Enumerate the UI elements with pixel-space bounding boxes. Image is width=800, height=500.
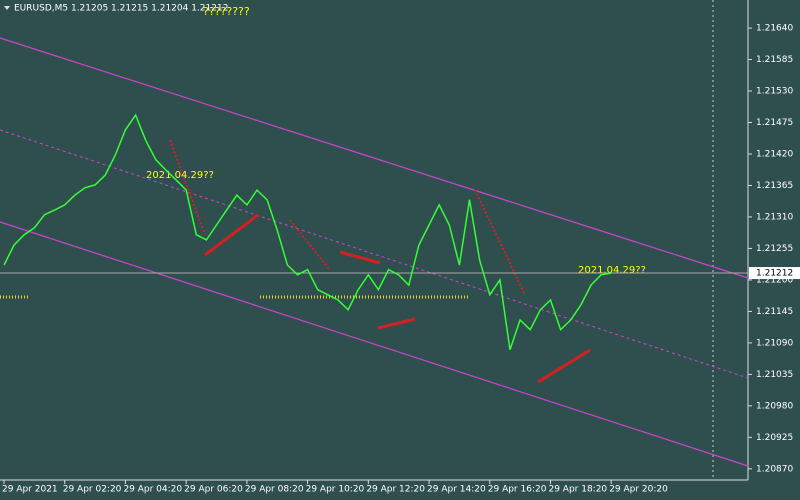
y-tick-label: 1.21530 bbox=[756, 87, 793, 97]
x-tick-label: 29 Apr 20:20 bbox=[609, 485, 668, 495]
y-tick-label: 1.21310 bbox=[756, 212, 793, 222]
x-tick-label: 29 Apr 12:20 bbox=[366, 485, 425, 495]
x-tick-label: 29 Apr 06:20 bbox=[184, 485, 243, 495]
y-tick-label: 1.21035 bbox=[756, 370, 793, 380]
x-tick-label: 29 Apr 02:20 bbox=[63, 485, 122, 495]
y-tick-label: 1.21255 bbox=[756, 244, 793, 254]
y-tick-label: 1.21475 bbox=[756, 118, 793, 128]
x-tick-label: 29 Apr 10:20 bbox=[306, 485, 365, 495]
x-tick-label: 29 Apr 2021 bbox=[2, 485, 58, 495]
y-tick-label: 1.20870 bbox=[756, 464, 793, 474]
y-tick-label: 1.21585 bbox=[756, 55, 793, 65]
y-tick-label: 1.20925 bbox=[756, 433, 793, 443]
x-tick-label: 29 Apr 14:20 bbox=[427, 485, 486, 495]
channel-lower bbox=[0, 221, 749, 467]
y-tick-label: 1.21640 bbox=[756, 24, 793, 34]
y-tick-label: 1.21200 bbox=[756, 275, 793, 285]
x-tick-label: 29 Apr 08:20 bbox=[245, 485, 304, 495]
current-price-label: 1.21212 bbox=[756, 269, 793, 279]
current-price-box bbox=[749, 267, 800, 280]
y-tick-label: 1.21365 bbox=[756, 181, 793, 191]
y-tick-label: 1.21420 bbox=[756, 149, 793, 159]
signal-dots bbox=[169, 139, 526, 296]
signal-trend bbox=[204, 213, 591, 384]
price-line bbox=[3, 113, 612, 351]
annotation: 2021.04.29?? bbox=[578, 265, 646, 276]
x-tick-label: 29 Apr 04:20 bbox=[123, 485, 182, 495]
x-tick-label: 29 Apr 18:20 bbox=[548, 485, 607, 495]
annotation: 2021.04.29?? bbox=[146, 170, 214, 181]
channel-middle bbox=[0, 129, 749, 379]
y-tick-label: 1.20980 bbox=[756, 401, 793, 411]
chart-title: EURUSD,M5 1.21205 1.21215 1.21204 1.2121… bbox=[14, 4, 228, 14]
x-tick-label: 29 Apr 16:20 bbox=[488, 485, 547, 495]
channel-upper bbox=[0, 37, 749, 279]
y-tick-label: 1.21145 bbox=[756, 307, 793, 317]
y-tick-label: 1.21090 bbox=[756, 338, 793, 348]
annotation: ???????? bbox=[203, 5, 250, 18]
menu-arrow[interactable] bbox=[4, 6, 10, 10]
